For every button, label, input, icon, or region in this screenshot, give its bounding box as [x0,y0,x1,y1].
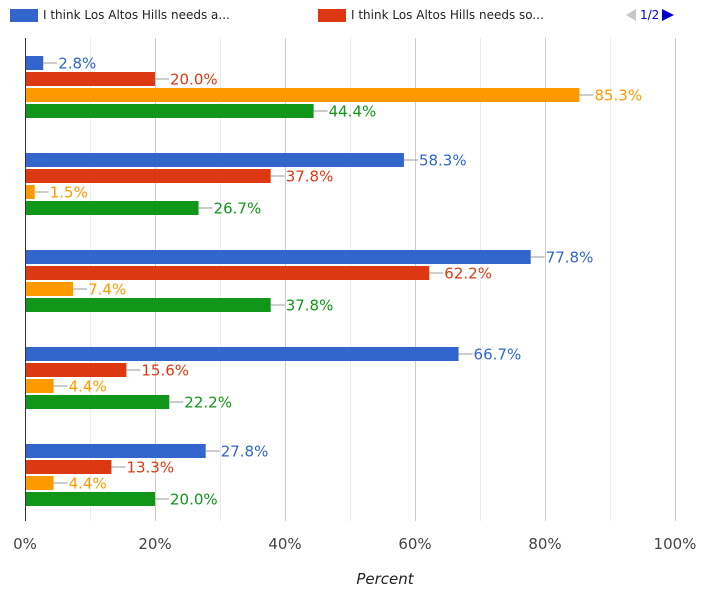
bar-series-1 [25,250,531,264]
chart-legend: I think Los Altos Hills needs a... I thi… [0,0,702,30]
data-label: 20.0% [170,71,218,89]
legend-item-series-2[interactable]: I think Los Altos Hills needs so... [318,7,544,23]
pager-prev-icon [626,9,636,21]
bar-series-4 [25,395,170,409]
data-label: 58.3% [419,152,467,170]
bar-series-4 [25,104,314,118]
data-label: 62.2% [444,265,492,283]
data-label: 44.4% [329,103,377,121]
data-label: 27.8% [221,443,269,461]
bar-series-4 [25,201,199,215]
data-label: 66.7% [474,346,522,364]
x-axis-title: Percent [356,570,414,588]
legend-pager: 1/2 [626,6,675,24]
data-label: 2.8% [58,55,96,73]
x-tick-label: 100% [654,535,697,553]
data-label: 26.7% [214,200,262,218]
data-label: 22.2% [184,394,232,412]
x-tick-label: 40% [268,535,301,553]
bar-series-2 [25,72,155,86]
legend-label-series-1: I think Los Altos Hills needs a... [43,8,230,22]
data-label: 15.6% [141,362,189,380]
x-tick-label: 80% [528,535,561,553]
data-label: 37.8% [286,168,334,186]
bar-series-1 [25,444,206,458]
bar-series-2 [25,266,430,280]
bar-series-4 [25,492,155,506]
data-label: 13.3% [126,459,174,477]
bar-series-4 [25,298,271,312]
bar-series-2 [25,460,112,474]
pager-next-icon[interactable] [662,9,675,21]
pager-text: 1/2 [640,8,660,22]
x-tick-label: 0% [13,535,37,553]
legend-item-series-1[interactable]: I think Los Altos Hills needs a... [10,7,230,23]
bar-series-2 [25,169,271,183]
legend-swatch-series-1 [10,8,38,22]
data-label: 4.4% [69,378,107,396]
legend-swatch-series-2 [318,8,346,22]
bar-series-3 [25,282,74,296]
bar-series-3 [25,88,580,102]
bar-series-1 [25,153,404,167]
bar-series-3 [25,185,35,199]
data-label: 1.5% [50,184,88,202]
bar-series-3 [25,379,54,393]
bar-series-3 [25,476,54,490]
bar-series-1 [25,56,44,70]
bar-series-1 [25,347,459,361]
bar-series-2 [25,363,127,377]
x-tick-label: 60% [398,535,431,553]
data-label: 37.8% [286,297,334,315]
data-label: 4.4% [69,475,107,493]
data-label: 77.8% [546,249,594,267]
data-label: 7.4% [88,281,126,299]
legend-label-series-2: I think Los Altos Hills needs so... [351,8,544,22]
data-label: 20.0% [170,491,218,509]
data-label: 85.3% [594,87,642,105]
x-tick-label: 20% [138,535,171,553]
